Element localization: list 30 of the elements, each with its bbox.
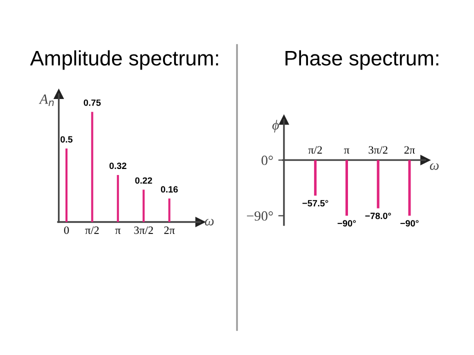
y-tick-label: 0°	[262, 156, 273, 166]
data-label: 0.16	[160, 186, 178, 193]
y-axis-title: A$_{n}$	[38, 94, 54, 106]
bar	[65, 148, 68, 222]
data-label: −90°	[400, 220, 419, 227]
x-tick-label: 2π	[164, 226, 175, 234]
x-axis-title: ω	[204, 218, 214, 226]
x-axis-title: ω	[430, 163, 439, 170]
x-tick-label: π	[115, 228, 121, 234]
data-label: 0.75	[84, 99, 101, 106]
data-label: −78.0°	[365, 212, 391, 220]
bar	[91, 112, 94, 222]
x-tick-label: π/2	[85, 226, 99, 234]
data-label: −90°	[338, 220, 356, 227]
chart-title: Phase spectrum:	[286, 50, 438, 70]
x-tick-label: 0	[64, 226, 69, 234]
x-tick-label: π/2	[308, 146, 322, 154]
data-label: 0.32	[109, 162, 126, 170]
data-label: −57.5°	[302, 200, 328, 206]
data-label: 0.5	[60, 136, 73, 143]
y-axis-title: ϕ	[272, 120, 279, 133]
bar	[168, 198, 170, 222]
data-label: 0.22	[135, 177, 152, 184]
bar	[116, 174, 119, 222]
x-tick-label: 2π	[404, 146, 415, 154]
x-tick-label: 3π/2	[134, 226, 153, 234]
x-tick-label: π	[344, 148, 350, 154]
x-tick-label: 3π/2	[368, 146, 388, 154]
chart-title: Amplitude spectrum:	[30, 50, 218, 70]
bar	[142, 190, 145, 222]
